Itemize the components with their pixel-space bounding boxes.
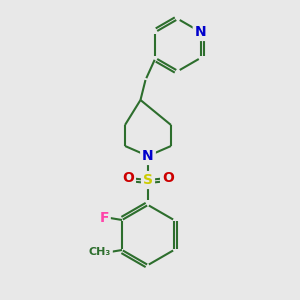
Text: S: S xyxy=(143,173,153,187)
Text: F: F xyxy=(99,211,109,225)
Text: O: O xyxy=(122,171,134,185)
Text: N: N xyxy=(142,149,154,163)
Text: N: N xyxy=(195,25,206,39)
Text: CH₃: CH₃ xyxy=(89,247,111,257)
Text: O: O xyxy=(162,171,174,185)
